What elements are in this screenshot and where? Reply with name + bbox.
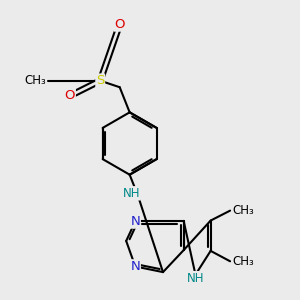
Text: O: O (64, 89, 75, 102)
Text: NH: NH (187, 272, 204, 285)
Text: CH₃: CH₃ (232, 255, 254, 268)
Text: NH: NH (123, 187, 140, 200)
Text: CH₃: CH₃ (24, 74, 46, 87)
Text: S: S (96, 74, 104, 87)
Text: O: O (114, 18, 125, 31)
Text: N: N (130, 260, 140, 273)
Text: N: N (130, 215, 140, 228)
Text: CH₃: CH₃ (232, 204, 254, 217)
